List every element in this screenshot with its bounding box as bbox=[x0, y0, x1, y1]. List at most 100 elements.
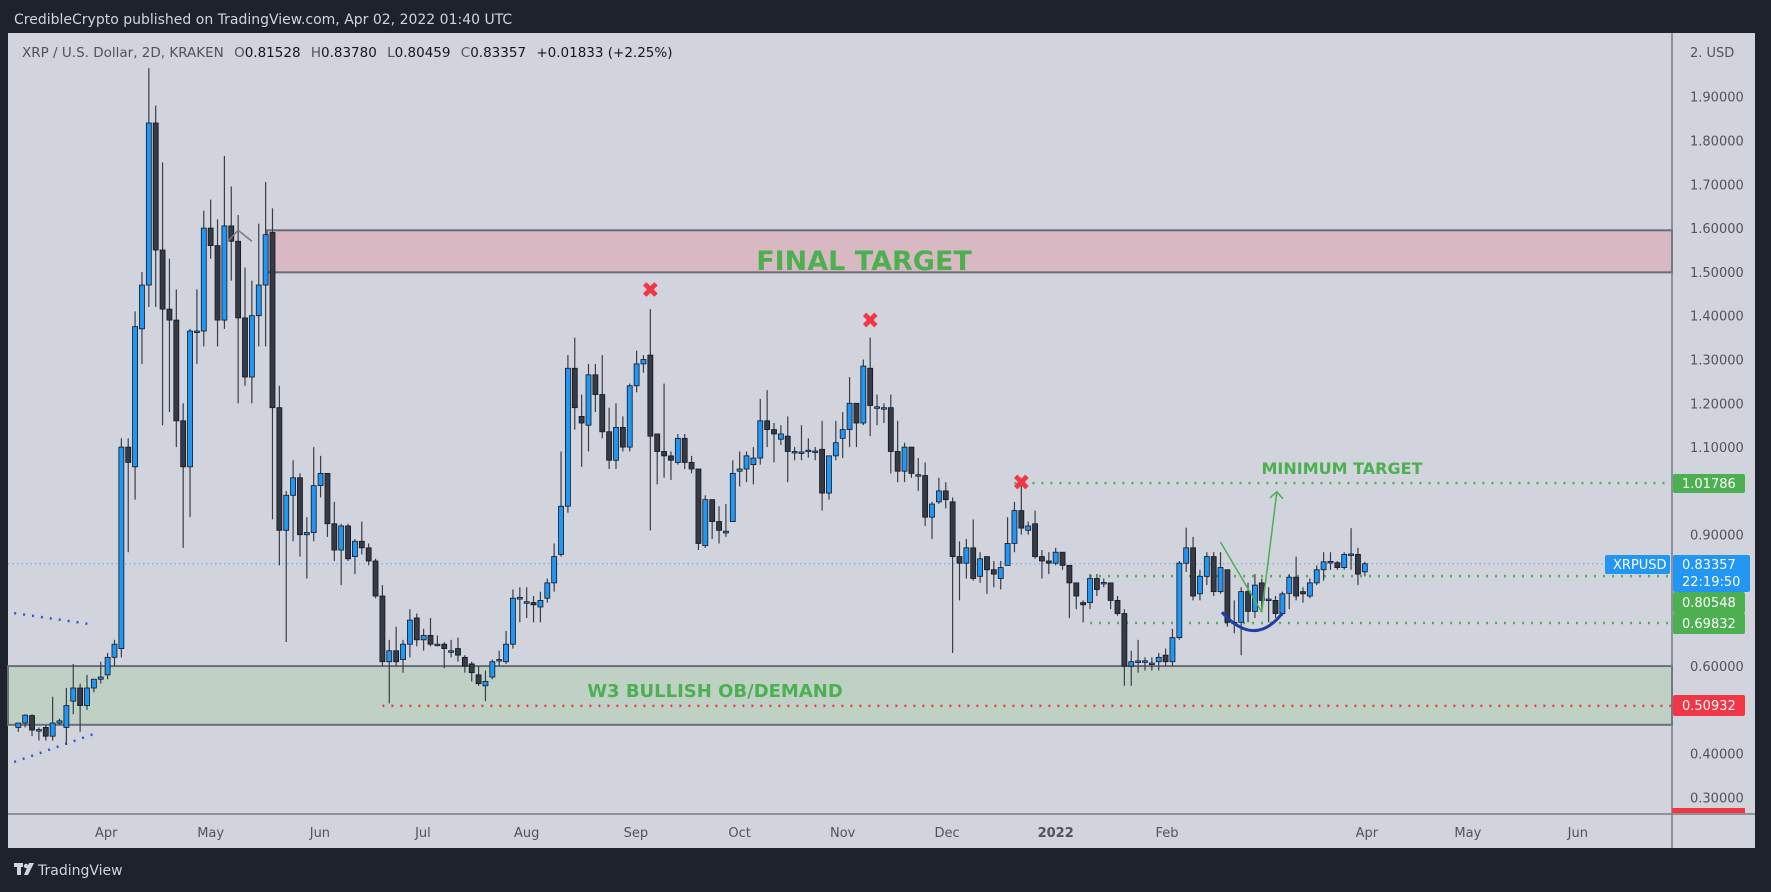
candle-body bbox=[510, 597, 516, 645]
tradingview-logo-icon bbox=[14, 863, 34, 875]
candle-body bbox=[166, 308, 173, 321]
candle bbox=[1135, 639, 1142, 673]
candle bbox=[1107, 582, 1114, 610]
price-tick-label: 0.30000 bbox=[1690, 792, 1744, 807]
candle-body bbox=[874, 406, 880, 409]
price-tick-label: 1.80000 bbox=[1690, 135, 1744, 150]
candle-body bbox=[90, 678, 97, 689]
target-arrow-line bbox=[1261, 491, 1278, 613]
candle bbox=[90, 678, 97, 693]
candle bbox=[1045, 552, 1052, 575]
candle-body bbox=[1272, 600, 1279, 614]
candle bbox=[1265, 587, 1272, 623]
candle bbox=[200, 210, 207, 347]
candle bbox=[874, 394, 880, 426]
price-tick-label: 1.40000 bbox=[1690, 310, 1744, 325]
open-label: O bbox=[234, 45, 245, 61]
candle-body bbox=[104, 656, 111, 676]
upper-level-price: 0.80548 bbox=[1682, 596, 1736, 611]
candle bbox=[29, 714, 35, 737]
candle bbox=[228, 186, 235, 281]
candle-body bbox=[317, 472, 324, 487]
candle-body bbox=[159, 249, 166, 310]
price-tick-label: 1.20000 bbox=[1690, 397, 1744, 412]
candle-body bbox=[1169, 637, 1176, 663]
candle-body bbox=[1334, 562, 1341, 568]
candle-body bbox=[853, 402, 860, 424]
pullback-line bbox=[1219, 541, 1263, 613]
candle bbox=[63, 688, 70, 745]
candle bbox=[626, 383, 633, 452]
candle bbox=[1039, 550, 1045, 579]
candle-body bbox=[606, 431, 613, 461]
candle-body bbox=[63, 705, 70, 728]
tradingview-logo[interactable]: TradingView bbox=[14, 863, 123, 879]
candle bbox=[984, 556, 990, 594]
candle bbox=[1155, 652, 1162, 671]
candle-body bbox=[956, 556, 963, 564]
candle bbox=[1093, 574, 1100, 597]
candle bbox=[997, 560, 1004, 590]
candle bbox=[654, 433, 661, 485]
price-axis-currency-label[interactable]: 2. USD bbox=[1690, 46, 1734, 61]
candle-body bbox=[702, 499, 709, 547]
candle bbox=[56, 718, 63, 726]
candle-body bbox=[228, 225, 235, 242]
candle bbox=[187, 328, 193, 518]
candle-body bbox=[915, 474, 922, 477]
price-range-marker bbox=[1672, 808, 1745, 813]
candle-body bbox=[1348, 553, 1354, 556]
candle-body bbox=[771, 429, 777, 435]
bar-countdown: 22:19:50 bbox=[1682, 575, 1740, 590]
candle bbox=[1252, 574, 1258, 618]
price-tick-labels: 1.90000 1.80000 1.70000 1.60000 1.50000 1.400… bbox=[1690, 91, 1744, 807]
time-tick-label: Dec bbox=[935, 826, 960, 841]
candle bbox=[558, 451, 564, 557]
time-tick-labels: Apr May Jun Jul Aug Sep Oct Nov Dec 2022 Feb Apr May… bbox=[95, 826, 1588, 841]
price-tick-label: 1.30000 bbox=[1690, 354, 1744, 369]
candle bbox=[1238, 587, 1245, 656]
lower-level-badge: 0.69832 bbox=[1673, 613, 1745, 634]
candle bbox=[111, 639, 118, 667]
candle bbox=[448, 639, 455, 658]
candle bbox=[832, 420, 839, 461]
candle bbox=[942, 482, 949, 509]
candle bbox=[702, 495, 709, 548]
candle-body bbox=[867, 367, 874, 406]
candle-body bbox=[503, 643, 509, 663]
candle-body bbox=[908, 446, 915, 474]
caret-drawing bbox=[227, 229, 253, 242]
candle bbox=[867, 337, 874, 437]
candle bbox=[372, 558, 379, 599]
candle-body bbox=[269, 232, 276, 409]
candle-body bbox=[578, 416, 585, 424]
candle-body bbox=[180, 420, 187, 468]
candle bbox=[1217, 552, 1224, 594]
time-tick-label: Feb bbox=[1155, 826, 1178, 841]
candle bbox=[1100, 578, 1107, 588]
candle bbox=[908, 446, 915, 478]
candle-body bbox=[942, 490, 949, 501]
candle-body bbox=[1059, 551, 1066, 566]
candle bbox=[798, 425, 805, 461]
candle bbox=[1121, 609, 1128, 686]
candle bbox=[331, 501, 338, 561]
candle bbox=[1306, 578, 1313, 599]
candle-body bbox=[935, 490, 942, 503]
demand-zone-label: W3 BULLISH OB/DEMAND bbox=[587, 681, 843, 702]
candle-body bbox=[537, 600, 544, 608]
candle bbox=[503, 631, 509, 664]
candle-body bbox=[111, 643, 118, 658]
candle-body bbox=[427, 635, 434, 645]
low-label: L bbox=[387, 45, 395, 61]
candle-body bbox=[1093, 578, 1100, 590]
candle-body bbox=[1286, 576, 1293, 594]
candle bbox=[276, 385, 283, 566]
candle-body bbox=[1313, 569, 1320, 584]
candle bbox=[516, 587, 523, 623]
candle bbox=[915, 458, 922, 491]
candle-body bbox=[757, 420, 764, 459]
candle bbox=[647, 309, 654, 531]
candle bbox=[118, 438, 125, 658]
upper-wedge-line bbox=[13, 611, 90, 626]
